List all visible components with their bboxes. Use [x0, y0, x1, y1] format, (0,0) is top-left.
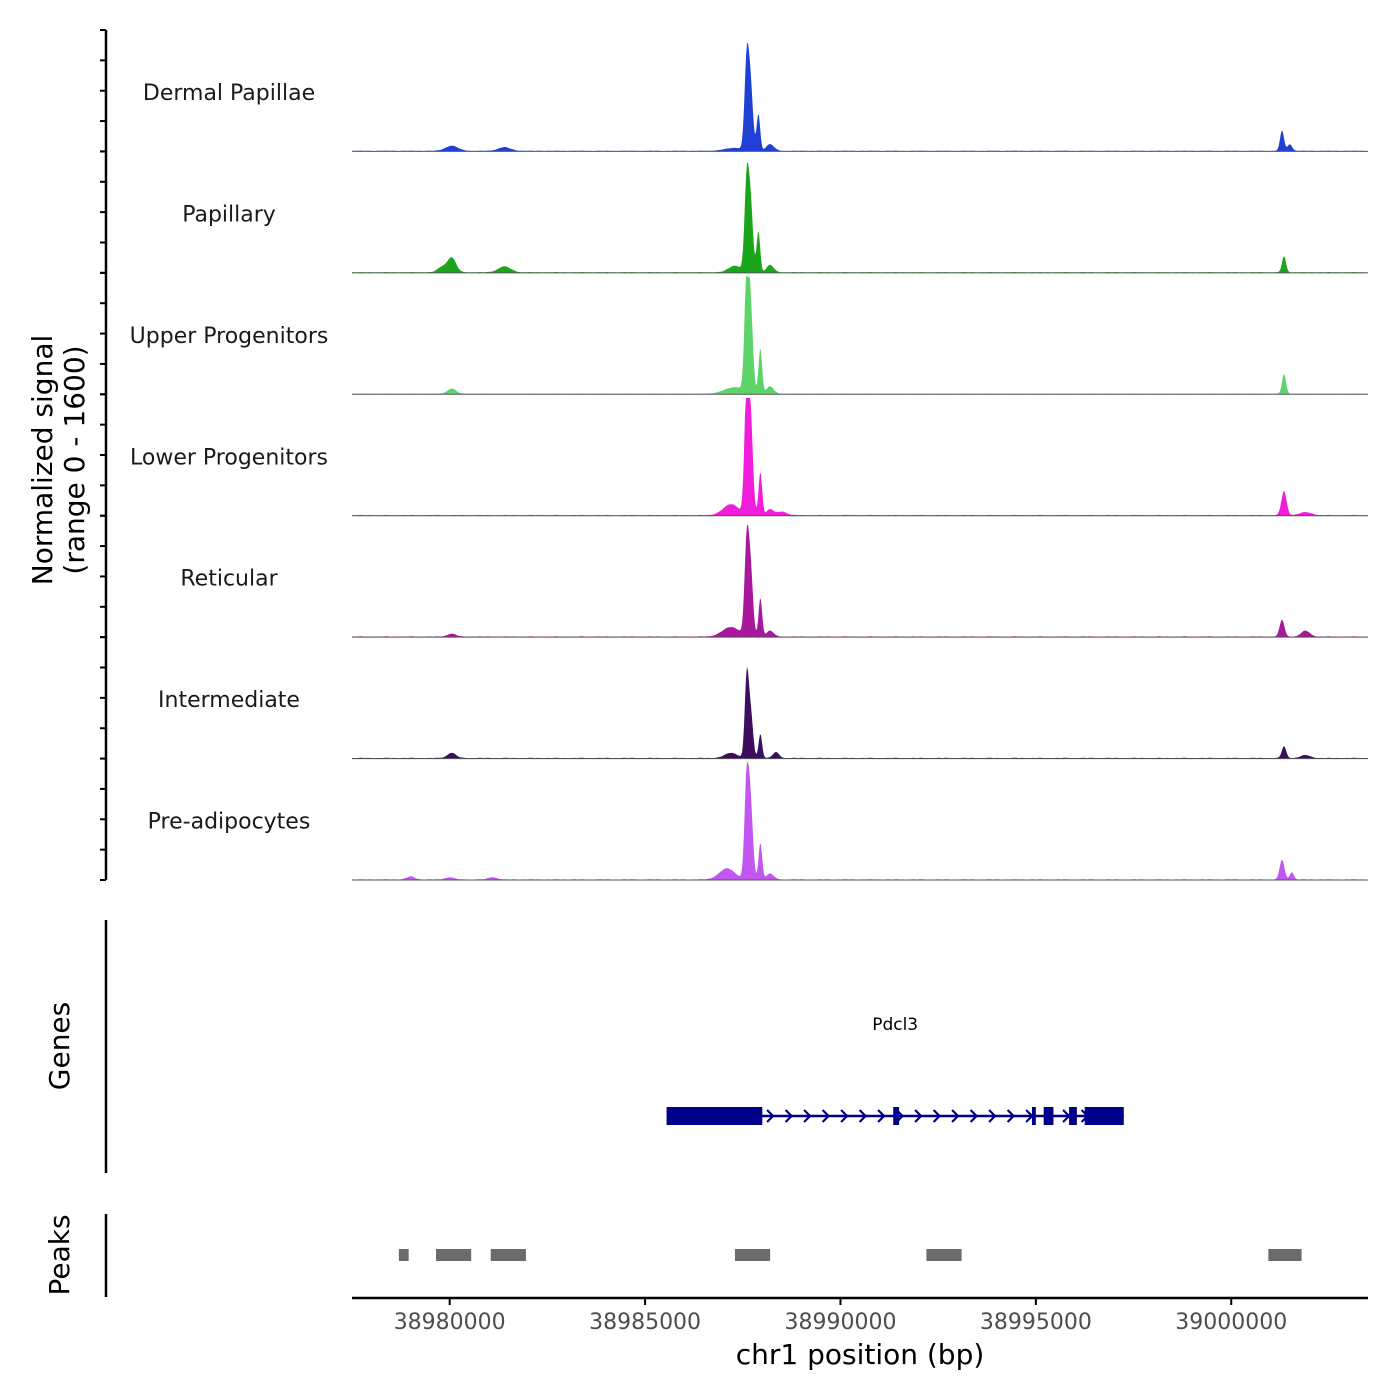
peak-track	[398, 1249, 1302, 1261]
x-tick-label: 38990000	[784, 1310, 896, 1335]
coverage-area	[352, 525, 1368, 638]
gene-label: Pdcl3	[872, 1015, 918, 1035]
peak-region	[926, 1249, 962, 1261]
peak-region	[436, 1249, 472, 1261]
strand-arrow	[1006, 1109, 1016, 1123]
strand-arrow	[821, 1109, 831, 1123]
track-label: Intermediate	[158, 688, 300, 713]
track-upper-progenitors: Upper Progenitors	[130, 276, 1368, 395]
coverage-y-axis-title: Normalized signal	[26, 335, 59, 586]
gene-exon	[1084, 1107, 1124, 1125]
coverage-tracks: Dermal Papillae Papillary Upper Progenitor…	[130, 43, 1368, 881]
x-tick-label: 38995000	[980, 1310, 1092, 1335]
track-label: Lower Progenitors	[130, 445, 328, 470]
strand-arrow	[988, 1109, 997, 1123]
x-axis-title: chr1 position (bp)	[736, 1338, 985, 1371]
strand-arrow	[877, 1109, 886, 1123]
track-pre-adipocytes: Pre-adipocytes	[148, 762, 1368, 881]
track-label: Reticular	[180, 567, 278, 592]
track-intermediate: Intermediate	[158, 666, 1368, 760]
coverage-area	[352, 397, 1368, 516]
strand-arrow	[858, 1109, 868, 1123]
track-reticular: Reticular	[180, 525, 1368, 638]
coverage-area	[352, 762, 1368, 880]
coverage-y-axis	[100, 29, 108, 881]
peak-region	[1268, 1249, 1302, 1261]
gene-exon	[893, 1107, 900, 1125]
strand-arrow	[803, 1109, 812, 1123]
strand-arrow	[932, 1109, 942, 1123]
gene-exon	[666, 1107, 763, 1125]
track-dermal-papillae: Dermal Papillae	[143, 43, 1368, 152]
strand-arrow	[951, 1109, 960, 1123]
gene-exon	[1069, 1107, 1077, 1125]
coverage-area	[352, 162, 1368, 273]
strand-arrow	[784, 1109, 794, 1123]
x-tick-label: 38985000	[589, 1310, 701, 1335]
coverage-area	[352, 276, 1368, 395]
coverage-area	[352, 43, 1368, 152]
strand-arrow	[914, 1109, 923, 1123]
track-label: Papillary	[182, 202, 276, 227]
coverage-y-axis-range: (range 0 - 1600)	[58, 345, 91, 574]
peak-region	[398, 1249, 409, 1261]
x-axis: 38980000 38985000 38990000 38995000 39000000	[352, 1296, 1368, 1335]
peak-region	[490, 1249, 526, 1261]
track-label: Upper Progenitors	[130, 324, 329, 349]
track-label: Pre-adipocytes	[148, 810, 311, 835]
track-lower-progenitors: Lower Progenitors	[130, 397, 1368, 517]
peaks-track-title: Peaks	[43, 1214, 76, 1295]
strand-arrow	[969, 1109, 979, 1123]
coverage-area	[352, 666, 1368, 759]
track-papillary: Papillary	[182, 162, 1368, 274]
strand-arrow	[840, 1109, 849, 1123]
gene-exon	[1031, 1107, 1036, 1125]
x-tick-label: 39000000	[1175, 1310, 1287, 1335]
gene-track	[666, 1107, 1124, 1125]
gene-exon	[1043, 1107, 1054, 1125]
x-tick-label: 38980000	[394, 1310, 506, 1335]
genes-track-title: Genes	[43, 1002, 76, 1090]
peak-region	[734, 1249, 771, 1261]
track-label: Dermal Papillae	[143, 81, 315, 106]
strand-arrow	[766, 1109, 775, 1123]
